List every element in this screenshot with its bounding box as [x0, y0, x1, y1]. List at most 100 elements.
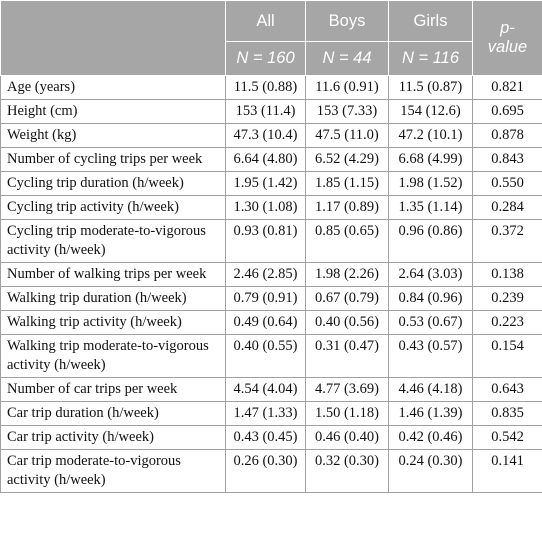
cell-value: 0.79 (0.91)	[225, 286, 306, 311]
cell-value: 154 (12.6)	[388, 99, 473, 124]
column-header: Girls	[388, 0, 473, 42]
row-label: Walking trip duration (h/week)	[0, 286, 226, 311]
cell-value: 0.138	[472, 262, 542, 287]
cell-value: 11.6 (0.91)	[305, 75, 389, 100]
row-label: Number of walking trips per week	[0, 262, 226, 287]
row-label: Car trip duration (h/week)	[0, 401, 226, 426]
cell-value: 0.542	[472, 425, 542, 450]
row-label: Weight (kg)	[0, 123, 226, 148]
cell-value: 1.47 (1.33)	[225, 401, 306, 426]
data-table: All Boys Girls p-value N = 160 N = 44 N …	[0, 0, 542, 493]
cell-value: 2.46 (2.85)	[225, 262, 306, 287]
row-label: Cycling trip duration (h/week)	[0, 171, 226, 196]
table-row: Car trip duration (h/week) 1.47 (1.33) 1.5…	[0, 401, 542, 426]
corner-cell	[0, 0, 226, 76]
cell-value: 6.52 (4.29)	[305, 147, 389, 172]
cell-value: 0.40 (0.55)	[225, 334, 306, 378]
table-row: Walking trip activity (h/week) 0.49 (0.64…	[0, 310, 542, 335]
cell-value: 47.5 (11.0)	[305, 123, 389, 148]
cell-value: 0.372	[472, 219, 542, 263]
cell-value: 0.40 (0.56)	[305, 310, 389, 335]
cell-value: 4.46 (4.18)	[388, 377, 473, 402]
cell-value: 0.42 (0.46)	[388, 425, 473, 450]
row-label: Cycling trip activity (h/week)	[0, 195, 226, 220]
cell-value: 1.30 (1.08)	[225, 195, 306, 220]
count-header: N = 116	[388, 41, 473, 76]
cell-value: 0.695	[472, 99, 542, 124]
cell-value: 4.54 (4.04)	[225, 377, 306, 402]
cell-value: 2.64 (3.03)	[388, 262, 473, 287]
cell-value: 6.64 (4.80)	[225, 147, 306, 172]
cell-value: 1.95 (1.42)	[225, 171, 306, 196]
cell-value: 1.46 (1.39)	[388, 401, 473, 426]
cell-value: 0.643	[472, 377, 542, 402]
cell-value: 0.49 (0.64)	[225, 310, 306, 335]
cell-value: 0.835	[472, 401, 542, 426]
cell-value: 0.46 (0.40)	[305, 425, 389, 450]
row-label: Cycling trip moderate-to-vigorous activi…	[0, 219, 226, 263]
table-body: Age (years) 11.5 (0.88) 11.6 (0.91) 11.5 (0…	[0, 75, 542, 493]
table-row: Walking trip moderate-to-vigorous activi…	[0, 334, 542, 378]
cell-value: 0.85 (0.65)	[305, 219, 389, 263]
cell-value: 1.98 (2.26)	[305, 262, 389, 287]
cell-value: 0.93 (0.81)	[225, 219, 306, 263]
cell-value: 0.84 (0.96)	[388, 286, 473, 311]
cell-value: 0.239	[472, 286, 542, 311]
cell-value: 0.43 (0.45)	[225, 425, 306, 450]
cell-value: 153 (7.33)	[305, 99, 389, 124]
cell-value: 0.550	[472, 171, 542, 196]
cell-value: 1.85 (1.15)	[305, 171, 389, 196]
cell-value: 47.2 (10.1)	[388, 123, 473, 148]
column-header: All	[225, 0, 306, 42]
table-row: Cycling trip duration (h/week) 1.95 (1.42…	[0, 171, 542, 196]
table-row: Age (years) 11.5 (0.88) 11.6 (0.91) 11.5 (0…	[0, 75, 542, 100]
cell-value: 0.284	[472, 195, 542, 220]
cell-value: 6.68 (4.99)	[388, 147, 473, 172]
row-label: Car trip moderate-to-vigorous activity (…	[0, 449, 226, 493]
cell-value: 47.3 (10.4)	[225, 123, 306, 148]
table-row: Number of cycling trips per week 6.64 (4.…	[0, 147, 542, 172]
cell-value: 0.67 (0.79)	[305, 286, 389, 311]
table-row: Car trip activity (h/week) 0.43 (0.45) 0.4…	[0, 425, 542, 450]
cell-value: 1.17 (0.89)	[305, 195, 389, 220]
row-label: Number of car trips per week	[0, 377, 226, 402]
row-label: Height (cm)	[0, 99, 226, 124]
cell-value: 153 (11.4)	[225, 99, 306, 124]
row-label: Walking trip moderate-to-vigorous activi…	[0, 334, 226, 378]
count-header: N = 44	[305, 41, 389, 76]
cell-value: 0.32 (0.30)	[305, 449, 389, 493]
table-row: Walking trip duration (h/week) 0.79 (0.91…	[0, 286, 542, 311]
row-label: Car trip activity (h/week)	[0, 425, 226, 450]
table-row: Car trip moderate-to-vigorous activity (…	[0, 449, 542, 493]
cell-value: 1.98 (1.52)	[388, 171, 473, 196]
cell-value: 0.843	[472, 147, 542, 172]
cell-value: 0.96 (0.86)	[388, 219, 473, 263]
cell-value: 0.53 (0.67)	[388, 310, 473, 335]
table-row: Cycling trip activity (h/week) 1.30 (1.08…	[0, 195, 542, 220]
cell-value: 0.821	[472, 75, 542, 100]
column-header: Boys	[305, 0, 389, 42]
row-label: Age (years)	[0, 75, 226, 100]
cell-value: 0.878	[472, 123, 542, 148]
cell-value: 0.24 (0.30)	[388, 449, 473, 493]
count-header: N = 160	[225, 41, 306, 76]
cell-value: 1.35 (1.14)	[388, 195, 473, 220]
cell-value: 0.26 (0.30)	[225, 449, 306, 493]
table-row: Weight (kg) 47.3 (10.4) 47.5 (11.0) 47.2 (1…	[0, 123, 542, 148]
row-label: Number of cycling trips per week	[0, 147, 226, 172]
cell-value: 11.5 (0.88)	[225, 75, 306, 100]
row-label: Walking trip activity (h/week)	[0, 310, 226, 335]
cell-value: 0.31 (0.47)	[305, 334, 389, 378]
cell-value: 0.223	[472, 310, 542, 335]
cell-value: 0.154	[472, 334, 542, 378]
cell-value: 1.50 (1.18)	[305, 401, 389, 426]
table-row: Number of walking trips per week 2.46 (2.…	[0, 262, 542, 287]
table-row: Number of car trips per week 4.54 (4.04) 4…	[0, 377, 542, 402]
cell-value: 4.77 (3.69)	[305, 377, 389, 402]
cell-value: 0.141	[472, 449, 542, 493]
table-row: Height (cm) 153 (11.4) 153 (7.33) 154 (12.6…	[0, 99, 542, 124]
cell-value: 0.43 (0.57)	[388, 334, 473, 378]
table-header: All Boys Girls p-value N = 160 N = 44 N …	[0, 0, 542, 76]
column-header: p-value	[472, 0, 542, 76]
